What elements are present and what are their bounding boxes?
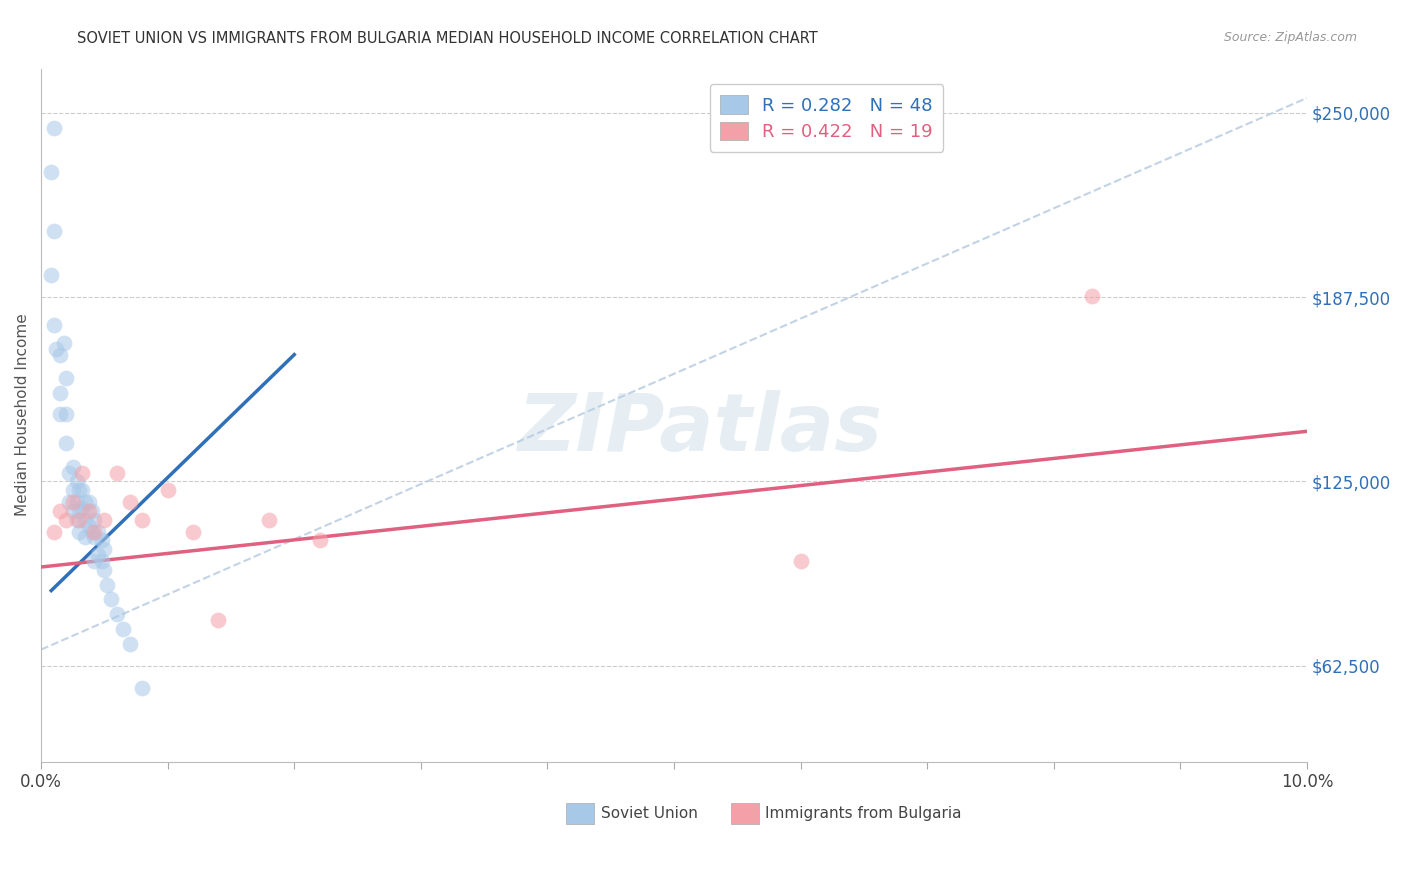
- Point: [62, 483, 84, 498]
- Point: [70, 466, 93, 480]
- Point: [39, 268, 62, 282]
- Point: [93, 513, 115, 527]
- Point: [118, 495, 141, 509]
- Point: [62, 459, 84, 474]
- Point: [87, 548, 110, 562]
- Point: [55, 436, 77, 450]
- Point: [42, 318, 65, 332]
- Point: [67, 524, 90, 539]
- Point: [75, 513, 97, 527]
- Text: Immigrants from Bulgaria: Immigrants from Bulgaria: [765, 806, 962, 822]
- Point: [42, 120, 65, 135]
- Point: [789, 554, 811, 568]
- Point: [58, 466, 80, 480]
- Point: [308, 533, 330, 548]
- Point: [77, 518, 100, 533]
- Point: [83, 513, 105, 527]
- FancyBboxPatch shape: [731, 804, 759, 824]
- Point: [67, 483, 90, 498]
- Point: [42, 524, 65, 539]
- Point: [49, 348, 72, 362]
- Point: [70, 501, 93, 516]
- Point: [96, 577, 118, 591]
- Point: [83, 524, 105, 539]
- Point: [83, 554, 105, 568]
- Point: [75, 495, 97, 509]
- Point: [257, 513, 280, 527]
- Point: [156, 483, 179, 498]
- Text: SOVIET UNION VS IMMIGRANTS FROM BULGARIA MEDIAN HOUSEHOLD INCOME CORRELATION CHA: SOVIET UNION VS IMMIGRANTS FROM BULGARIA…: [77, 31, 818, 46]
- Point: [131, 681, 153, 695]
- Point: [77, 504, 100, 518]
- Point: [131, 513, 153, 527]
- Point: [105, 466, 128, 480]
- Text: ZIPatlas: ZIPatlas: [517, 390, 882, 468]
- Point: [58, 495, 80, 509]
- Text: Source: ZipAtlas.com: Source: ZipAtlas.com: [1223, 31, 1357, 45]
- Point: [49, 504, 72, 518]
- Point: [80, 524, 103, 539]
- Point: [42, 224, 65, 238]
- Point: [70, 483, 93, 498]
- Point: [90, 533, 112, 548]
- Point: [52, 335, 75, 350]
- Point: [112, 622, 135, 636]
- Point: [55, 371, 77, 385]
- Point: [83, 531, 105, 545]
- Point: [67, 504, 90, 518]
- Legend: R = 0.282   N = 48, R = 0.422   N = 19: R = 0.282 N = 48, R = 0.422 N = 19: [710, 85, 943, 152]
- Point: [77, 495, 100, 509]
- Point: [207, 613, 229, 627]
- Point: [55, 407, 77, 421]
- Point: [65, 513, 87, 527]
- Point: [93, 542, 115, 557]
- Point: [105, 607, 128, 622]
- Point: [93, 563, 115, 577]
- Point: [90, 554, 112, 568]
- Point: [49, 386, 72, 401]
- Point: [62, 495, 84, 509]
- Point: [55, 513, 77, 527]
- Point: [65, 495, 87, 509]
- Point: [181, 524, 204, 539]
- Point: [62, 504, 84, 518]
- Point: [67, 513, 90, 527]
- FancyBboxPatch shape: [567, 804, 595, 824]
- Point: [1080, 288, 1102, 302]
- Y-axis label: Median Household Income: Median Household Income: [15, 314, 30, 516]
- Point: [100, 592, 122, 607]
- Point: [75, 531, 97, 545]
- Text: Soviet Union: Soviet Union: [600, 806, 697, 822]
- Point: [49, 407, 72, 421]
- Point: [45, 342, 67, 356]
- Point: [80, 504, 103, 518]
- Point: [87, 524, 110, 539]
- Point: [65, 475, 87, 489]
- Point: [118, 637, 141, 651]
- Point: [39, 165, 62, 179]
